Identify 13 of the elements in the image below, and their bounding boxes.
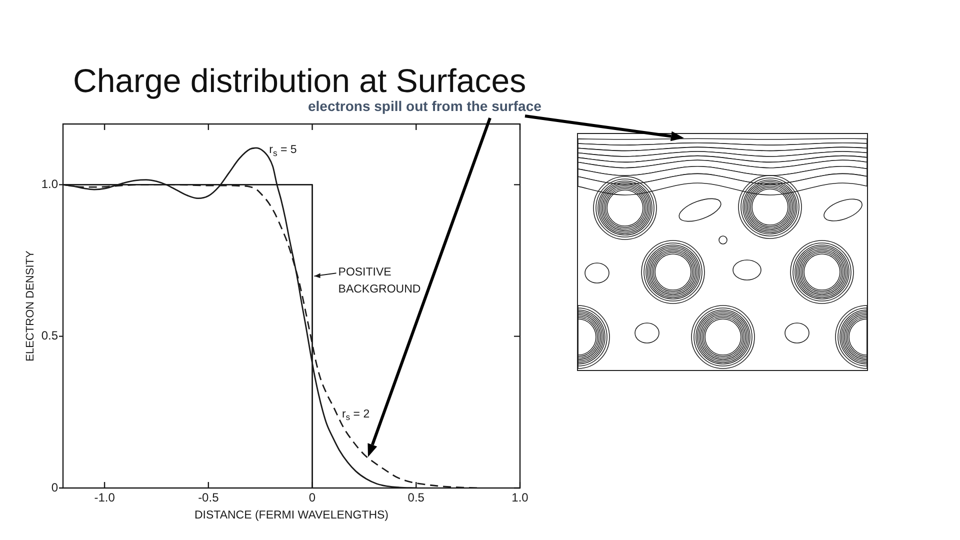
x-tick-label: -0.5 <box>198 490 220 505</box>
y-tick-label: 0 <box>51 480 58 494</box>
chart-title: Charge distribution at Surfaces <box>73 62 526 99</box>
chart-subtitle: electrons spill out from the surface <box>308 98 542 114</box>
y-tick-label: 1.0 <box>41 176 58 191</box>
x-tick-label: 0 <box>308 490 316 505</box>
y-tick-label: 0.5 <box>41 328 58 343</box>
legend-label: POSITIVE BACKGROUND <box>338 266 421 296</box>
x-tick-label: 1.0 <box>512 490 529 505</box>
y-axis-title: ELECTRON DENSITY <box>24 250 37 362</box>
x-tick-label: -1.0 <box>94 490 116 505</box>
x-axis-title: DISTANCE (FERMI WAVELENGTHS) <box>194 509 389 522</box>
x-tick-label: 0.5 <box>408 490 425 505</box>
